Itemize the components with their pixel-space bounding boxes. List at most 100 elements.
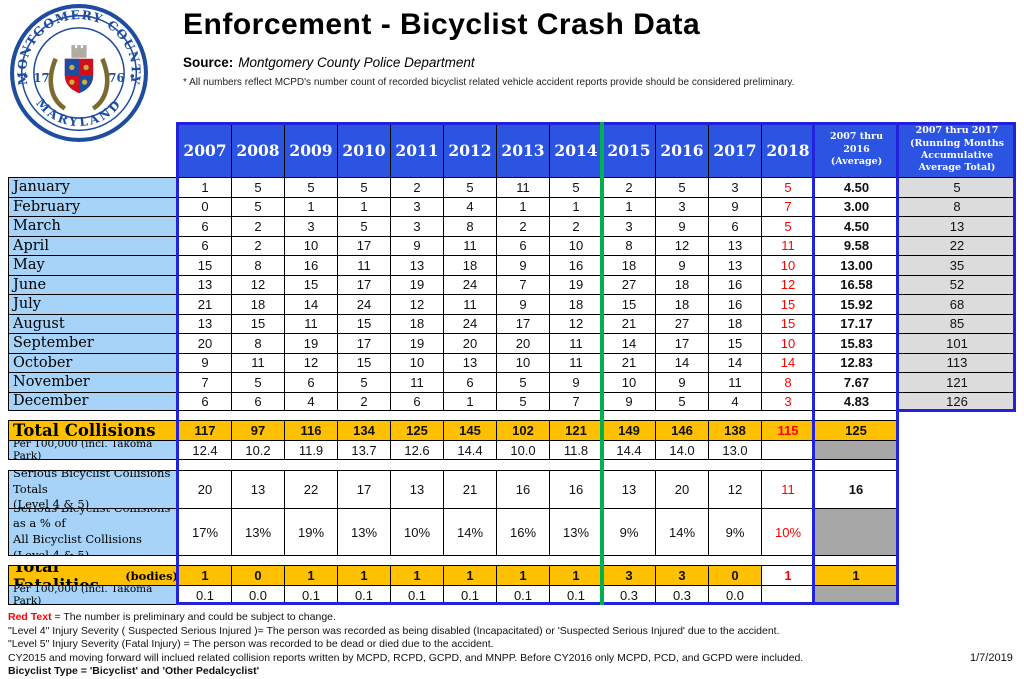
summary-value-cell: 10% <box>390 508 443 556</box>
crash-count-cell: 5 <box>496 391 549 411</box>
disclaimer-note: * All numbers reflect MCPD's number coun… <box>183 77 795 88</box>
crash-count-cell: 2 <box>231 216 284 236</box>
month-row: April 6 2 10 17 9 11 6 10 8 12 13 11 9.58 22 <box>8 235 1016 255</box>
summary-value-cell: 19% <box>284 508 337 556</box>
month-row: February 0 5 1 1 3 4 1 1 1 3 9 7 3.00 8 <box>8 196 1016 216</box>
crash-count-cell: 9 <box>708 196 761 216</box>
summary-value-cell: 1 <box>496 565 549 585</box>
summary-value-cell: 117 <box>178 420 231 440</box>
crash-count-cell: 15 <box>231 313 284 333</box>
crash-count-cell: 11 <box>443 235 496 255</box>
crash-count-cell: 19 <box>284 333 337 353</box>
crash-count-cell: 2 <box>337 391 390 411</box>
month-row: January 1 5 5 5 2 5 11 5 2 5 3 5 4.50 5 <box>8 177 1016 197</box>
month-row: May 15 8 16 11 13 18 9 16 18 9 13 10 13.00 35 <box>8 255 1016 275</box>
crash-count-cell: 16 <box>549 255 602 275</box>
crash-count-cell: 7 <box>549 391 602 411</box>
average-cell: 17.17 <box>814 313 898 333</box>
summary-value-cell: 22 <box>284 470 337 508</box>
crash-count-cell: 11 <box>708 372 761 392</box>
summary-value-cell: 1 <box>443 565 496 585</box>
average-cell: 15.83 <box>814 333 898 353</box>
summary-value-cell: 149 <box>602 420 655 440</box>
crash-count-cell: 12 <box>284 352 337 372</box>
summary-value-cell: 12.6 <box>390 440 443 460</box>
crash-count-cell: 9 <box>655 216 708 236</box>
month-label: April <box>8 235 178 255</box>
running-total-cell: 121 <box>898 372 1016 392</box>
crash-count-cell: 5 <box>549 177 602 197</box>
spacer-cell <box>898 508 1016 556</box>
summary-value-cell: 14% <box>443 508 496 556</box>
running-total-cell: 68 <box>898 294 1016 314</box>
summary-row: Per 100,000 (incl. Takoma Park) 12.4 10.2 1… <box>8 440 1016 460</box>
crash-count-cell: 19 <box>390 274 443 294</box>
table-border-bottom <box>176 602 899 605</box>
crash-count-cell: 17 <box>337 235 390 255</box>
average-cell: 12.83 <box>814 352 898 372</box>
summary-value-cell: 3 <box>602 565 655 585</box>
summary-value-cell: 146 <box>655 420 708 440</box>
running-total-cell: 35 <box>898 255 1016 275</box>
year-header-cell: 2013 <box>496 122 549 177</box>
summary-value-cell: 1 <box>178 565 231 585</box>
year-header-cell: 2016 <box>655 122 708 177</box>
blocked-cell <box>814 440 898 460</box>
crash-count-cell: 8 <box>443 216 496 236</box>
crash-count-cell: 12 <box>390 294 443 314</box>
crash-count-cell: 2 <box>390 177 443 197</box>
month-row: December 6 6 4 2 6 1 5 7 9 5 4 3 4.83 126 <box>8 391 1016 411</box>
crash-count-cell: 3 <box>390 216 443 236</box>
running-total-cell: 13 <box>898 216 1016 236</box>
crash-count-cell: 1 <box>602 196 655 216</box>
table-border-avg-left <box>812 122 815 605</box>
month-row: September 20 8 19 17 19 20 20 11 14 17 15 10 15.83 101 <box>8 333 1016 353</box>
seal-crest <box>48 45 110 111</box>
crash-count-cell: 11 <box>231 352 284 372</box>
crash-count-cell: 6 <box>231 391 284 411</box>
crash-count-cell: 17 <box>337 274 390 294</box>
average-cell: 125 <box>814 420 898 440</box>
average-cell: 16 <box>814 470 898 508</box>
summary-value-cell: 14.0 <box>655 440 708 460</box>
summary-row: Serious Bicyclist Collisions as a % ofAl… <box>8 508 1016 556</box>
summary-value-cell: 17% <box>178 508 231 556</box>
crash-count-cell: 11 <box>496 177 549 197</box>
average-cell: 15.92 <box>814 294 898 314</box>
crash-count-cell: 1 <box>178 177 231 197</box>
crash-count-cell: 18 <box>602 255 655 275</box>
month-label: July <box>8 294 178 314</box>
summary-value-cell: 12.4 <box>178 440 231 460</box>
year-header-cell: 2014 <box>549 122 602 177</box>
summary-label-line: (Level 4 & 5) <box>13 497 90 508</box>
crash-count-cell: 10 <box>284 235 337 255</box>
crash-count-cell: 1 <box>496 196 549 216</box>
crash-count-cell: 16 <box>708 274 761 294</box>
summary-label: Serious Bicyclist Collisions as a % ofAl… <box>8 508 178 556</box>
spacer-cell <box>898 470 1016 508</box>
summary-value-cell: 97 <box>231 420 284 440</box>
month-label: February <box>8 196 178 216</box>
crash-count-cell: 15 <box>337 352 390 372</box>
crash-count-cell: 9 <box>178 352 231 372</box>
seal-dot-left <box>23 74 28 78</box>
crash-count-cell: 15 <box>761 313 814 333</box>
summary-value-cell: 1 <box>549 565 602 585</box>
crash-count-cell: 5 <box>231 177 284 197</box>
summary-value-cell: 1 <box>390 565 443 585</box>
crash-count-cell: 6 <box>443 372 496 392</box>
table-header-row: 2007 2008 2009 2010 2011 2012 2013 2014 2015 2016… <box>8 122 1016 177</box>
running-total-cell: 101 <box>898 333 1016 353</box>
crash-count-cell: 6 <box>178 391 231 411</box>
header-spacer <box>8 122 178 177</box>
crash-count-cell: 12 <box>761 274 814 294</box>
crash-count-cell: 7 <box>761 196 814 216</box>
crash-count-cell: 5 <box>761 216 814 236</box>
crash-count-cell: 3 <box>655 196 708 216</box>
crash-count-cell: 15 <box>761 294 814 314</box>
crash-count-cell: 4 <box>443 196 496 216</box>
gap-row <box>8 556 1016 565</box>
month-row: November 7 5 6 5 11 6 5 9 10 9 11 8 7.67 121 <box>8 372 1016 392</box>
month-row: October 9 11 12 15 10 13 10 11 21 14 14 14 12.83 113 <box>8 352 1016 372</box>
